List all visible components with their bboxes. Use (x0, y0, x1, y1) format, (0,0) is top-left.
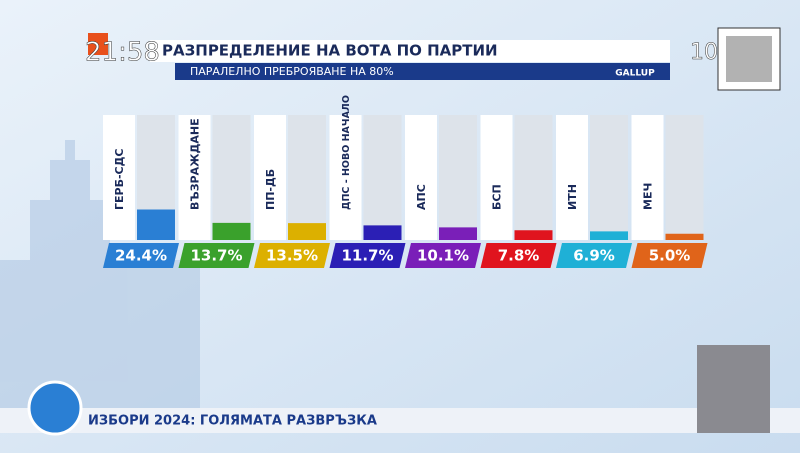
label-panel (254, 115, 286, 240)
category-label: ВЪЗРАЖДАНЕ (189, 118, 202, 210)
interpreter-window (697, 345, 770, 433)
value-label-bg (178, 243, 255, 268)
bar (288, 223, 326, 240)
channel-logo (88, 33, 108, 55)
value-label-bg (631, 243, 708, 268)
label-panel (405, 115, 437, 240)
bar (212, 222, 251, 240)
value-label: 11.7% (341, 247, 393, 265)
category-label: ИТН (566, 184, 579, 210)
chart: ГЕРБ-СДС 24.4% ВЪЗРАЖДАНЕ 13.7% ПП-ДБ 13.5% ДП… (103, 95, 708, 268)
bar-panel (363, 115, 402, 240)
value-label: 24.4% (115, 247, 167, 265)
show-logo (27, 380, 83, 436)
label-panel (103, 115, 135, 240)
source: GALLUP (615, 69, 655, 79)
category-label: ГЕРБ-СДС (113, 149, 126, 210)
category-label: ДПС - НОВО НАЧАЛО (341, 95, 352, 210)
category-label: МЕЧ (642, 183, 655, 210)
bar-panel (439, 115, 477, 240)
bar (514, 230, 553, 240)
label-panel (631, 115, 664, 240)
value-label: 6.9% (573, 247, 615, 265)
value-label: 10.1% (417, 247, 469, 265)
bar (137, 209, 175, 240)
value-label-bg (254, 243, 330, 268)
value-label-bg (480, 243, 557, 268)
label-panel (556, 115, 588, 240)
bar (590, 231, 628, 240)
value-label-bg (405, 243, 481, 268)
building (0, 140, 200, 410)
label-panel (178, 115, 211, 240)
bar-panel (288, 115, 326, 240)
value-label: 13.5% (266, 247, 318, 265)
value-label-bg (103, 243, 179, 268)
chart-subtitle: ПАРАЛЕЛНО ПРЕБРОЯВАНЕ НА 80% (190, 65, 394, 78)
label-panel (480, 115, 513, 240)
chart-title: РАЗПРЕДЕЛЕНИЕ НА ВОТА ПО ПАРТИИ (162, 42, 498, 60)
bar-panel (590, 115, 628, 240)
status-time: 21:58 (85, 38, 160, 68)
ticker-bar (0, 408, 800, 433)
value-label: 7.8% (498, 247, 540, 265)
label-panel (329, 115, 362, 240)
bar-panel (212, 115, 251, 240)
qr-pattern (726, 36, 772, 82)
value-label-bg (556, 243, 632, 268)
category-label: АПС (415, 184, 428, 210)
bar (665, 233, 704, 240)
value-label: 5.0% (649, 247, 691, 265)
bar (363, 225, 402, 240)
bar (439, 227, 477, 240)
value-label: 13.7% (190, 247, 242, 265)
value-label-bg (329, 243, 406, 268)
subtitle-bar (175, 63, 670, 80)
ticker-text: ИЗБОРИ 2024: ГОЛЯМАТА РАЗВРЪЗКА (88, 414, 377, 429)
category-label: ПП-ДБ (264, 169, 277, 210)
category-label: БСП (491, 184, 504, 210)
bar-panel (514, 115, 553, 240)
title-bar (150, 40, 670, 62)
bar-panel (665, 115, 704, 240)
